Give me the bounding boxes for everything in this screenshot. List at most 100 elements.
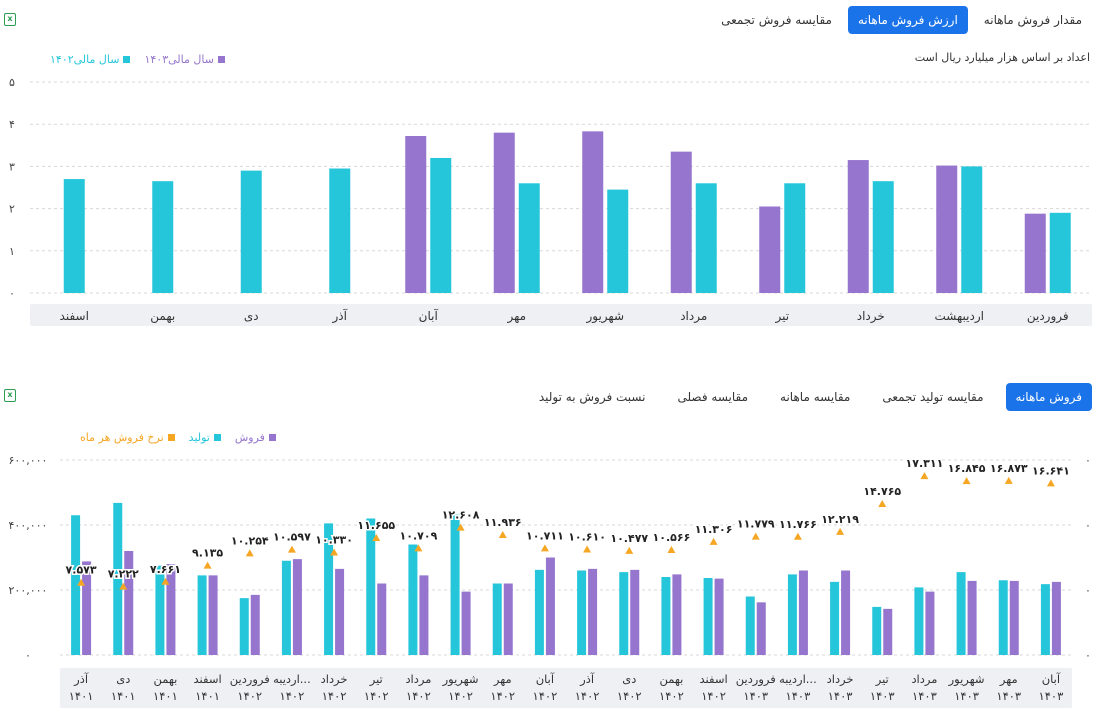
x-tick-label: بهمن <box>659 672 683 687</box>
rate-marker <box>878 499 887 507</box>
bar-1402 <box>63 179 85 293</box>
x-tick-label: خرداد <box>827 672 854 687</box>
bar-production <box>787 574 797 655</box>
x-tick-label: آبان <box>1042 672 1061 686</box>
x-tick-year: ۱۴۰۲ <box>617 689 642 703</box>
bar-sales <box>630 569 640 655</box>
bar-production <box>113 502 123 655</box>
x-tick-label: شهریور <box>442 672 479 687</box>
x-tick-label: بهمن <box>150 309 175 324</box>
bar-1402 <box>518 183 540 293</box>
bottom-tabs: فروش ماهانه مقایسه تولید تجمعی مقایسه ما… <box>529 383 1092 411</box>
bar-sales <box>335 568 345 655</box>
x-tick-year: ۱۴۰۲ <box>490 689 515 703</box>
x-tick-label: شهریور <box>948 672 985 687</box>
x-axis-band <box>30 304 1092 326</box>
rate-label: ۷.۲۲۲ <box>108 568 139 581</box>
rate-marker <box>161 577 170 585</box>
tab-monthly-sales-value[interactable]: ارزش فروش ماهانه <box>847 6 968 34</box>
bar-sales <box>798 570 808 655</box>
rate-marker <box>77 578 86 586</box>
x-tick-label: تیر <box>369 672 383 687</box>
x-tick-label: اردیبه... <box>779 672 817 687</box>
bar-sales <box>419 575 429 655</box>
x-axis-band <box>60 668 1072 708</box>
x-tick-label: مرداد <box>680 309 707 324</box>
rate-label: ۱۶.۸۴۵ <box>948 462 986 475</box>
x-tick-label: آبان <box>419 308 439 323</box>
tab-cumulative-sales[interactable]: مقایسه فروش تجمعی <box>721 13 832 27</box>
y-tick-label: ۵ <box>9 76 15 89</box>
x-tick-label: مرداد <box>911 672 937 687</box>
legend-item-1403[interactable]: سال مالی۱۴۰۳ <box>144 53 225 66</box>
legend-item-rate[interactable]: نرخ فروش هر ماه <box>80 431 175 444</box>
bar-production <box>492 583 502 655</box>
tab-seasonal-compare[interactable]: مقایسه فصلی <box>677 390 749 404</box>
bar-production <box>998 580 1008 655</box>
rate-marker <box>287 545 296 553</box>
x-tick-year: ۱۴۰۳ <box>870 689 895 703</box>
y-tick-label: ۴۰۰,۰۰۰ <box>9 519 48 532</box>
legend-swatch <box>123 56 131 63</box>
legend-item-1402[interactable]: سال مالی۱۴۰۲ <box>50 53 131 66</box>
rate-marker <box>836 527 845 535</box>
rate-marker <box>498 530 507 538</box>
x-tick-label: تیر <box>774 309 789 324</box>
bar-production <box>872 606 882 655</box>
bar-sales <box>461 591 471 655</box>
x-tick-label: آذر <box>332 308 348 324</box>
rate-label: ۱۰.۶۱۰ <box>568 530 606 543</box>
x-tick-label: خرداد <box>857 309 885 324</box>
bar-sales <box>166 564 176 655</box>
tab-sales-to-production[interactable]: نسبت فروش به تولید <box>538 390 646 404</box>
bar-production <box>745 596 755 655</box>
tab-monthly-sales-qty[interactable]: مقدار فروش ماهانه <box>983 13 1082 27</box>
x-tick-label: آبان <box>536 672 555 686</box>
x-tick-year: ۱۴۰۳ <box>743 689 768 703</box>
bar-sales <box>292 559 302 655</box>
excel-export-icon[interactable]: x <box>4 13 16 26</box>
legend-label: نرخ فروش هر ماه <box>80 431 164 444</box>
bar-sales <box>925 591 935 655</box>
rate-label: ۱۰.۵۹۷ <box>273 531 311 544</box>
y2-tick-label: ۰ <box>1085 519 1091 532</box>
legend-item-production[interactable]: تولید <box>189 431 221 444</box>
x-tick-year: ۱۴۰۳ <box>828 689 853 703</box>
rate-label: ۱۱.۷۷۹ <box>737 518 775 531</box>
bar-sales <box>377 583 387 655</box>
tab-monthly-sales[interactable]: فروش ماهانه <box>1005 383 1092 411</box>
rate-label: ۱۰.۴۷۷ <box>610 532 648 545</box>
rate-marker <box>456 523 465 531</box>
bar-production <box>197 575 207 655</box>
y-tick-label: ۰ <box>9 287 15 300</box>
bar-production <box>1040 584 1050 655</box>
bar-sales <box>756 602 766 655</box>
y2-tick-label: ۰ <box>1085 649 1091 662</box>
rate-label: ۱۶.۸۷۳ <box>990 462 1028 475</box>
tab-cumulative-production[interactable]: مقایسه تولید تجمعی <box>882 390 984 404</box>
bar-sales <box>250 594 260 655</box>
rate-marker <box>709 537 718 545</box>
bar-1403 <box>759 206 781 293</box>
bar-1402 <box>695 183 717 293</box>
rate-label: ۱۰.۵۶۶ <box>653 531 691 544</box>
x-tick-label: آذر <box>73 672 89 687</box>
x-tick-label: مهر <box>493 672 512 687</box>
x-tick-label: دی <box>116 672 130 686</box>
excel-export-icon-2[interactable]: x <box>4 389 16 402</box>
rate-marker <box>920 472 929 480</box>
rate-label: ۱۰.۷۰۹ <box>400 529 438 542</box>
x-tick-year: ۱۴۰۱ <box>69 689 94 703</box>
tab-monthly-compare[interactable]: مقایسه ماهانه <box>780 390 851 404</box>
x-tick-label: اردیبه... <box>273 672 311 687</box>
bar-sales <box>714 578 724 655</box>
x-tick-year: ۱۴۰۱ <box>111 689 136 703</box>
rate-marker <box>245 549 254 557</box>
legend-item-sales[interactable]: فروش <box>235 431 276 444</box>
bar-1402 <box>1049 212 1071 293</box>
bar-1402 <box>329 168 351 293</box>
x-tick-label: اردیبهشت <box>935 309 984 324</box>
y2-tick-label: ۰ <box>1085 584 1091 597</box>
x-tick-year: ۱۴۰۱ <box>195 689 220 703</box>
